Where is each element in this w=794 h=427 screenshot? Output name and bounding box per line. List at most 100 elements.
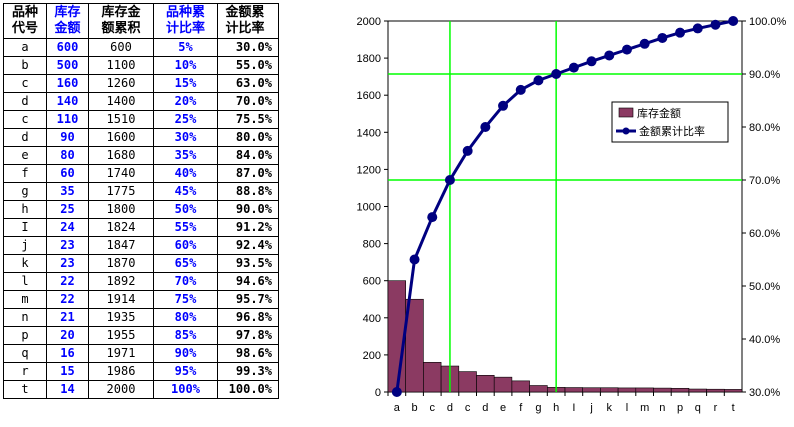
cell-cumulative: 1260 (88, 74, 154, 93)
cell-item-ratio: 95% (153, 362, 218, 381)
x-axis-tick-label: k (607, 402, 613, 414)
x-axis-tick-label: j (589, 402, 592, 414)
x-axis-tick-label: q (695, 402, 701, 414)
cell-amount: 15 (46, 362, 89, 381)
cell-amount: 600 (46, 38, 89, 57)
cell-code: h (3, 200, 47, 219)
table-row: n 21 1935 80% 96.8% (3, 308, 279, 327)
cell-code: g (3, 182, 47, 201)
cell-amount: 90 (46, 128, 89, 147)
table-row: j 23 1847 60% 92.4% (3, 236, 279, 255)
x-axis-tick-label: r (714, 402, 718, 414)
table-row: p 20 1955 85% 97.8% (3, 326, 279, 345)
table-row: d 140 1400 20% 70.0% (3, 92, 279, 111)
x-axis-tick-label: d (482, 402, 488, 414)
table-row: c 160 1260 15% 63.0% (3, 74, 279, 93)
cell-amount: 140 (46, 92, 89, 111)
x-axis-tick-label: a (394, 402, 401, 414)
cell-code: c (3, 110, 47, 129)
bar (582, 387, 601, 393)
cell-amount-ratio: 100.0% (217, 380, 279, 399)
x-axis-tick-label: m (640, 402, 649, 414)
right-axis-tick-label: 90.0% (749, 69, 780, 81)
cell-amount: 25 (46, 200, 89, 219)
left-axis-tick-label: 1600 (357, 90, 381, 102)
bar (635, 387, 654, 393)
cumulative-ratio-point (568, 62, 579, 73)
cell-amount-ratio: 55.0% (217, 56, 279, 75)
bar (688, 388, 707, 393)
cell-amount: 21 (46, 308, 89, 327)
x-axis-tick-label: p (677, 402, 683, 414)
cell-amount-ratio: 75.5% (217, 110, 279, 129)
cell-code: k (3, 254, 47, 273)
cell-code: c (3, 74, 47, 93)
cell-code: a (3, 38, 47, 57)
bar (458, 371, 477, 393)
cell-cumulative: 1892 (88, 272, 154, 291)
right-axis-tick-label: 100.0% (749, 16, 787, 28)
cumulative-ratio-point (639, 38, 650, 49)
cell-code: m (3, 290, 47, 309)
cell-amount-ratio: 63.0% (217, 74, 279, 93)
cell-code: I (3, 218, 47, 237)
cell-code: t (3, 380, 47, 399)
cell-item-ratio: 65% (153, 254, 218, 273)
cell-cumulative: 1600 (88, 128, 154, 147)
left-axis-tick-label: 1200 (357, 164, 381, 176)
cell-cumulative: 1971 (88, 344, 154, 363)
cell-code: n (3, 308, 47, 327)
cell-cumulative: 600 (88, 38, 154, 57)
left-axis-tick-label: 0 (375, 387, 381, 399)
cell-amount: 80 (46, 146, 89, 165)
cell-code: p (3, 326, 47, 345)
x-axis-tick-label: l (626, 402, 628, 414)
cell-item-ratio: 85% (153, 326, 218, 345)
cumulative-ratio-point (657, 32, 668, 43)
right-axis-tick-label: 80.0% (749, 122, 780, 134)
right-axis-tick-label: 50.0% (749, 281, 780, 293)
cell-amount-ratio: 84.0% (217, 146, 279, 165)
cumulative-ratio-point (621, 44, 632, 55)
cell-code: e (3, 146, 47, 165)
x-axis-tick-label: t (732, 402, 735, 414)
cell-amount: 60 (46, 164, 89, 183)
cumulative-ratio-point (586, 56, 597, 67)
bar (511, 380, 530, 393)
header-amount-cum-ratio: 金额累 计比率 (217, 3, 279, 39)
x-axis-tick-label: g (535, 402, 541, 414)
bar (617, 387, 637, 393)
table-row: q 16 1971 90% 98.6% (3, 344, 279, 363)
x-axis-tick-label: f (519, 402, 523, 414)
cell-item-ratio: 60% (153, 236, 218, 255)
left-axis-tick-label: 600 (363, 276, 381, 288)
cell-amount-ratio: 99.3% (217, 362, 279, 381)
bar (564, 387, 584, 393)
cell-amount-ratio: 88.8% (217, 182, 279, 201)
cell-amount: 110 (46, 110, 89, 129)
cumulative-ratio-point (692, 23, 703, 34)
cell-amount-ratio: 30.0% (217, 38, 279, 57)
cell-amount-ratio: 95.7% (217, 290, 279, 309)
bar (423, 362, 442, 393)
cell-item-ratio: 35% (153, 146, 218, 165)
left-axis-tick-label: 1400 (357, 127, 381, 139)
cell-amount: 22 (46, 272, 89, 291)
cell-amount-ratio: 98.6% (217, 344, 279, 363)
cumulative-ratio-point (444, 175, 455, 185)
table-row: k 23 1870 65% 93.5% (3, 254, 279, 273)
cell-item-ratio: 70% (153, 272, 218, 291)
cell-item-ratio: 40% (153, 164, 218, 183)
cumulative-ratio-point (710, 19, 721, 30)
cell-amount-ratio: 91.2% (217, 218, 279, 237)
cell-cumulative: 1800 (88, 200, 154, 219)
left-axis-tick-label: 200 (363, 350, 381, 362)
legend-label-bar: 库存金额 (637, 106, 681, 120)
cell-amount-ratio: 87.0% (217, 164, 279, 183)
header-cumulative-amount: 库存金 额累积 (88, 3, 154, 39)
right-axis-tick-label: 30.0% (749, 387, 780, 399)
header-item-code: 品种 代号 (3, 3, 47, 39)
left-axis-tick-label: 1000 (357, 202, 381, 214)
cumulative-ratio-point (391, 387, 402, 397)
